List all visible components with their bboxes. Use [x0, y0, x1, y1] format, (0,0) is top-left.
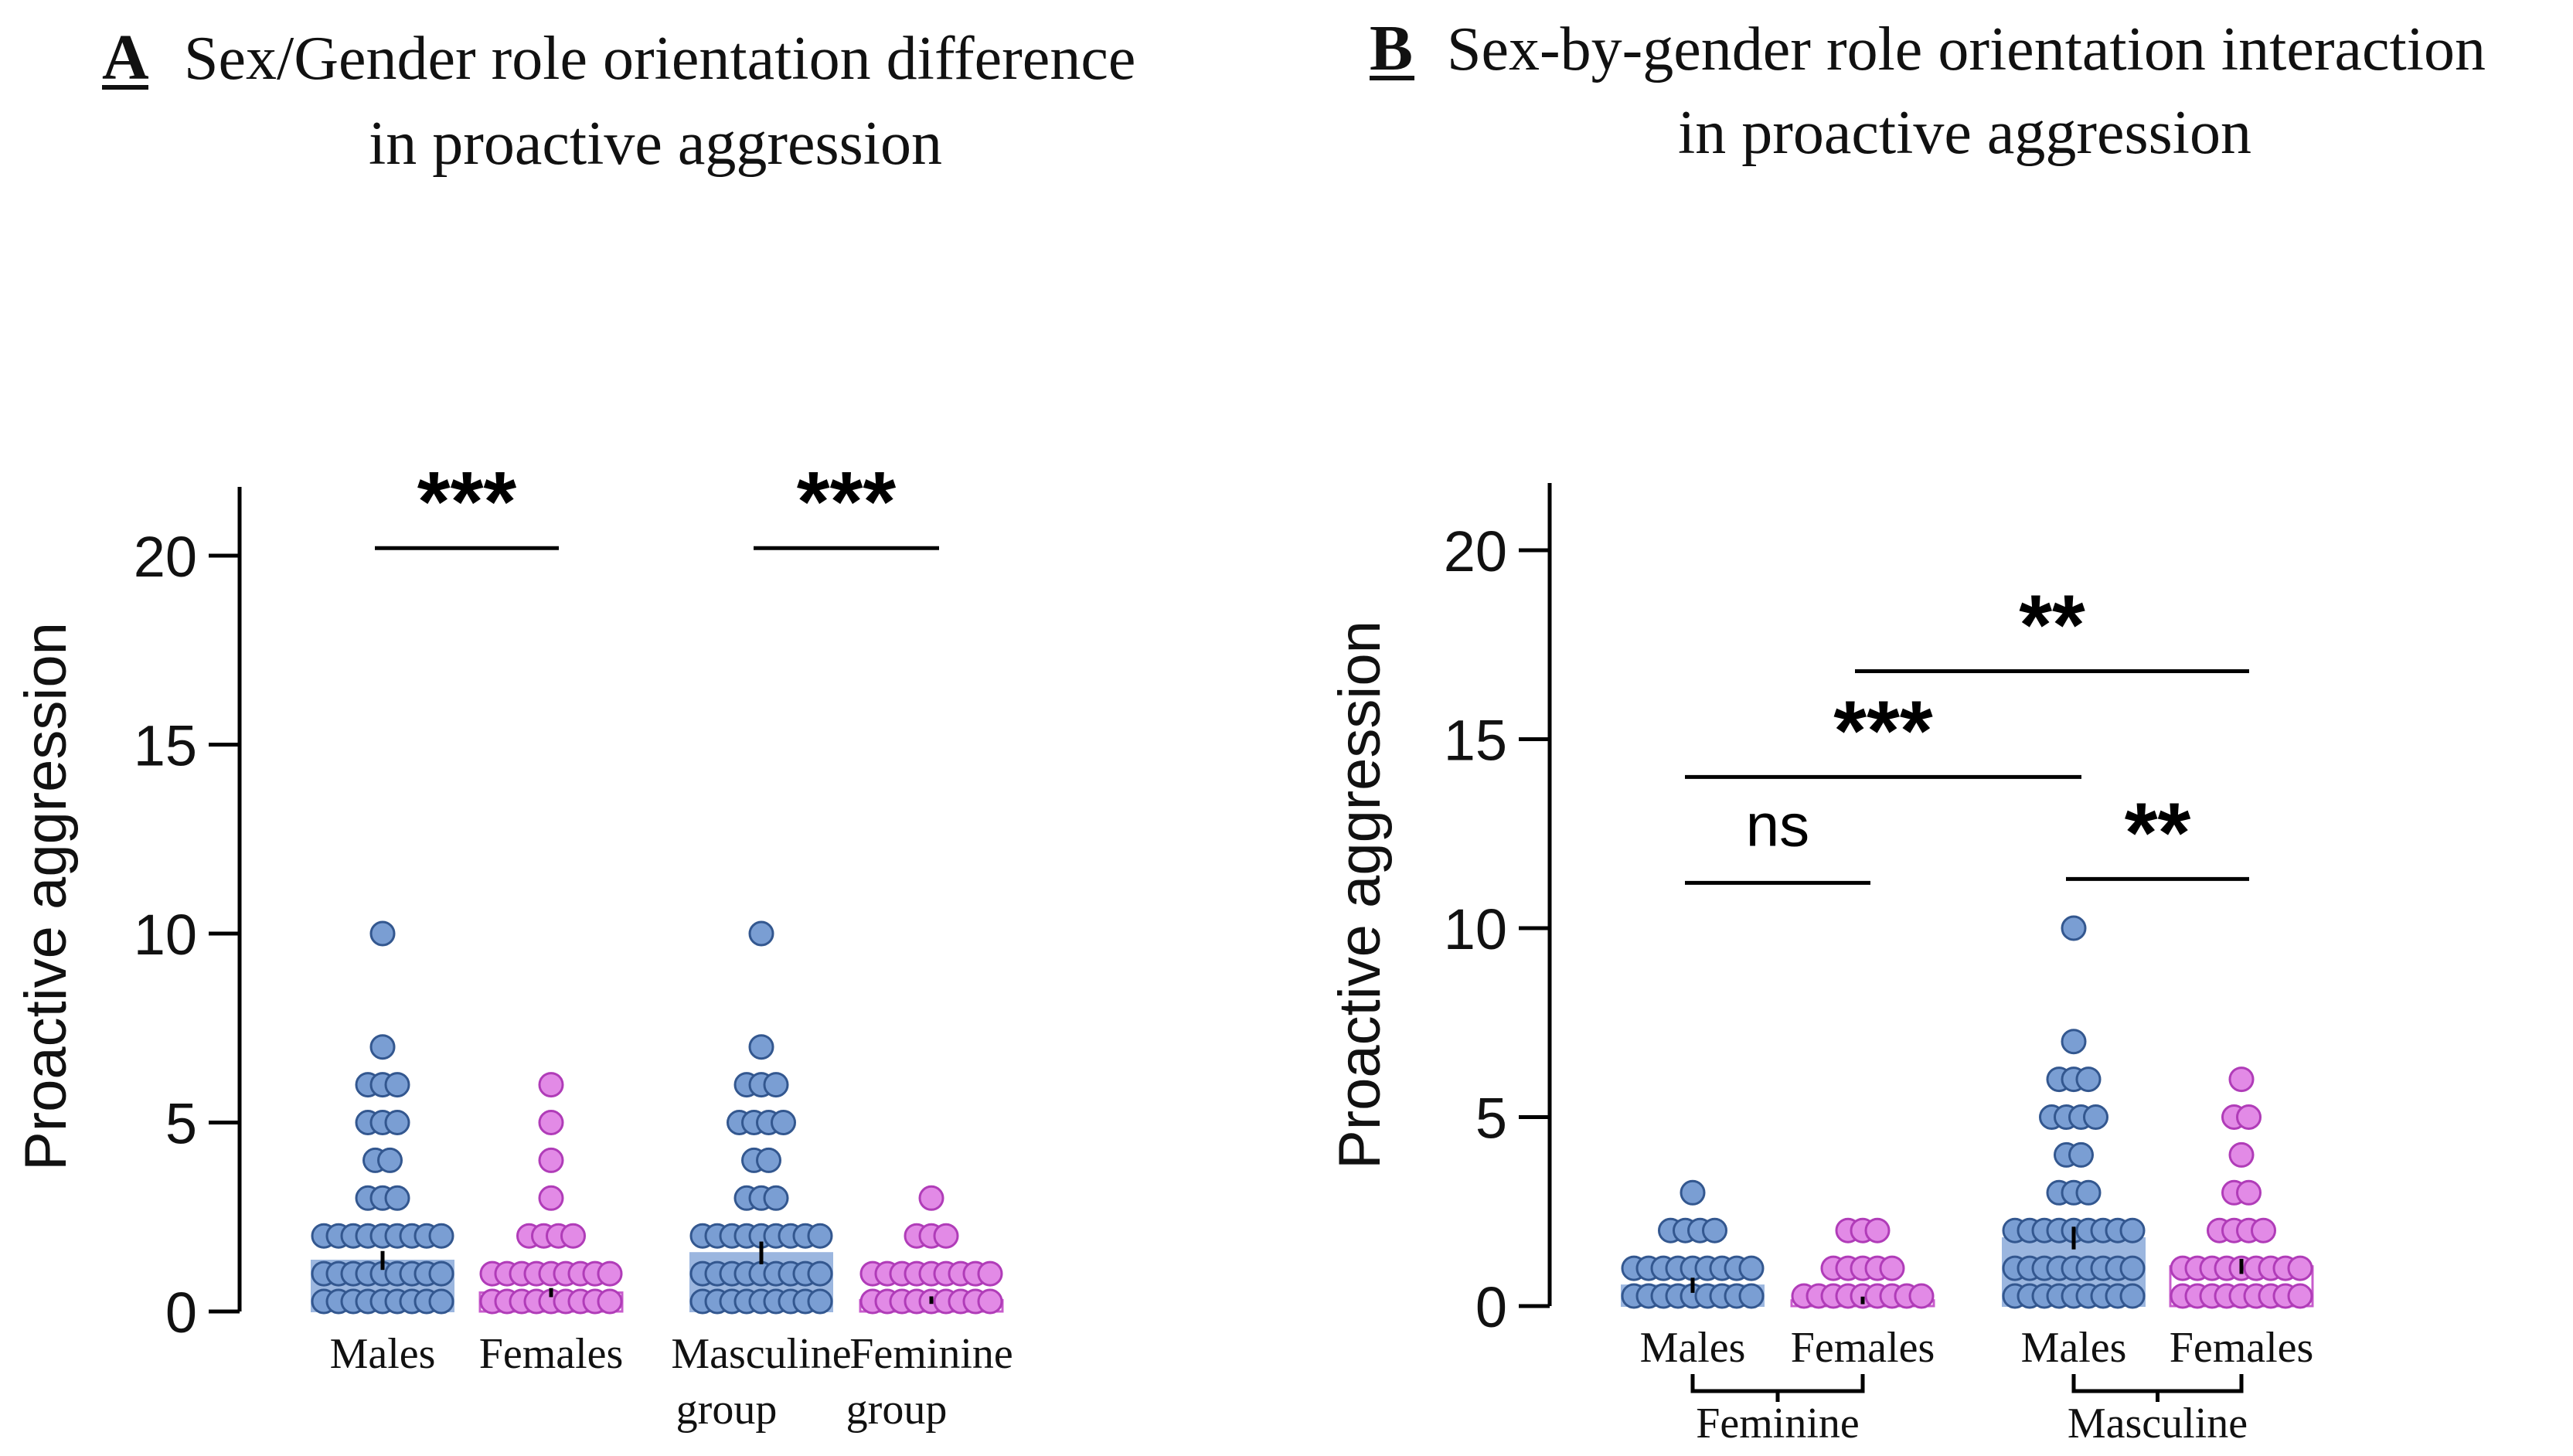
data-point — [538, 1072, 564, 1098]
data-point — [2119, 1255, 2146, 1281]
data-point — [1702, 1217, 1727, 1243]
panel-b-letter: B — [1370, 12, 1413, 84]
data-point — [2061, 915, 2087, 941]
data-point — [1908, 1283, 1935, 1309]
data-point — [2075, 1066, 2102, 1093]
data-point — [918, 1185, 944, 1211]
data-point — [807, 1223, 833, 1249]
data-point — [977, 1288, 1003, 1315]
data-point — [2251, 1217, 2276, 1243]
x-category-label: Females — [1791, 1324, 1935, 1372]
data-point — [538, 1185, 564, 1211]
data-point — [597, 1288, 623, 1315]
y-axis-label: Proactive aggression — [1327, 621, 1393, 1169]
data-point — [560, 1223, 586, 1249]
significance-label: *** — [1833, 683, 1933, 778]
data-point — [807, 1260, 833, 1287]
data-point — [2236, 1104, 2262, 1130]
panel-a-plot: 0 5 10 15 20 Proactive aggression Males Females… — [13, 454, 1013, 1434]
data-point — [1738, 1283, 1765, 1309]
data-point — [748, 1034, 774, 1060]
data-point — [771, 1110, 796, 1135]
group-bracket — [2071, 1374, 2244, 1393]
data-point — [977, 1260, 1003, 1287]
panel-b-title: B Sex-by-gender role orientation interac… — [1370, 12, 2486, 167]
data-point — [763, 1072, 789, 1098]
y-axis-label: Proactive aggression — [13, 622, 79, 1171]
data-point — [428, 1260, 454, 1287]
significance-label: *** — [417, 454, 517, 549]
data-point — [756, 1147, 781, 1173]
group-label: Feminine — [1696, 1400, 1860, 1447]
data-point — [1879, 1255, 1905, 1281]
x-category-label-line2: group — [676, 1386, 778, 1434]
data-point — [384, 1110, 410, 1135]
data-point — [807, 1288, 833, 1315]
data-point — [384, 1185, 410, 1211]
data-point — [2236, 1179, 2262, 1206]
data-point — [2287, 1283, 2313, 1309]
data-point — [2068, 1141, 2094, 1168]
panel-a-title: A Sex/Gender role orientation difference… — [102, 22, 1135, 178]
y-tick-label: 5 — [1475, 1087, 1507, 1151]
data-point — [428, 1223, 454, 1249]
data-point — [2228, 1066, 2255, 1093]
significance-label: ns — [1746, 791, 1809, 859]
data-point — [933, 1223, 959, 1249]
x-category-label: Males — [330, 1330, 436, 1378]
y-tick-label: 15 — [1444, 709, 1507, 773]
significance-label: ** — [2125, 785, 2191, 880]
data-point — [384, 1072, 410, 1098]
data-point — [2075, 1179, 2102, 1206]
x-category-label: Males — [2021, 1324, 2127, 1372]
data-point — [538, 1110, 564, 1135]
data-point — [1864, 1217, 1891, 1243]
data-point — [2083, 1104, 2108, 1130]
y-tick-label: 20 — [134, 525, 197, 589]
panel-a-title-line2: in proactive aggression — [369, 110, 942, 178]
group-label: Masculine — [2068, 1400, 2248, 1447]
group-bracket — [1690, 1374, 1865, 1393]
data-point — [1738, 1255, 1765, 1281]
data-point — [597, 1260, 623, 1287]
x-category-label: Masculine — [671, 1330, 851, 1378]
significance-label: ** — [2019, 577, 2085, 672]
data-point — [2119, 1217, 2146, 1243]
x-category-label: Feminine — [849, 1330, 1013, 1378]
y-tick-label: 5 — [165, 1092, 197, 1156]
x-category-label: Females — [479, 1330, 624, 1378]
y-tick-label: 0 — [1475, 1275, 1507, 1339]
y-tick-label: 15 — [134, 714, 197, 778]
panel-a-letter: A — [102, 22, 149, 94]
y-tick-label: 10 — [134, 903, 197, 967]
x-category-label: Males — [1640, 1324, 1746, 1372]
panel-a-title-line1: Sex/Gender role orientation difference — [184, 25, 1135, 93]
data-point — [763, 1185, 789, 1211]
data-point — [2061, 1029, 2087, 1055]
data-point — [2228, 1141, 2255, 1168]
data-point — [369, 920, 396, 947]
data-point — [428, 1288, 454, 1315]
panel-b-plot: 0 5 10 15 20 Proactive aggression Males Females… — [1327, 483, 2314, 1447]
x-category-label: Females — [2170, 1324, 2314, 1372]
panel-b-title-line2: in proactive aggression — [1678, 99, 2251, 167]
data-point — [538, 1147, 564, 1173]
data-point — [2287, 1255, 2313, 1281]
data-point — [369, 1034, 396, 1060]
data-point — [1680, 1179, 1706, 1206]
significance-label: *** — [797, 454, 897, 549]
x-category-label-line2: group — [846, 1386, 948, 1434]
y-tick-label: 20 — [1444, 519, 1507, 583]
y-tick-label: 0 — [165, 1281, 197, 1345]
data-point — [377, 1147, 403, 1173]
panel-b-title-line1: Sex-by-gender role orientation interacti… — [1447, 15, 2486, 83]
data-point — [2119, 1283, 2146, 1309]
y-tick-label: 10 — [1444, 897, 1507, 961]
data-point — [748, 920, 774, 947]
